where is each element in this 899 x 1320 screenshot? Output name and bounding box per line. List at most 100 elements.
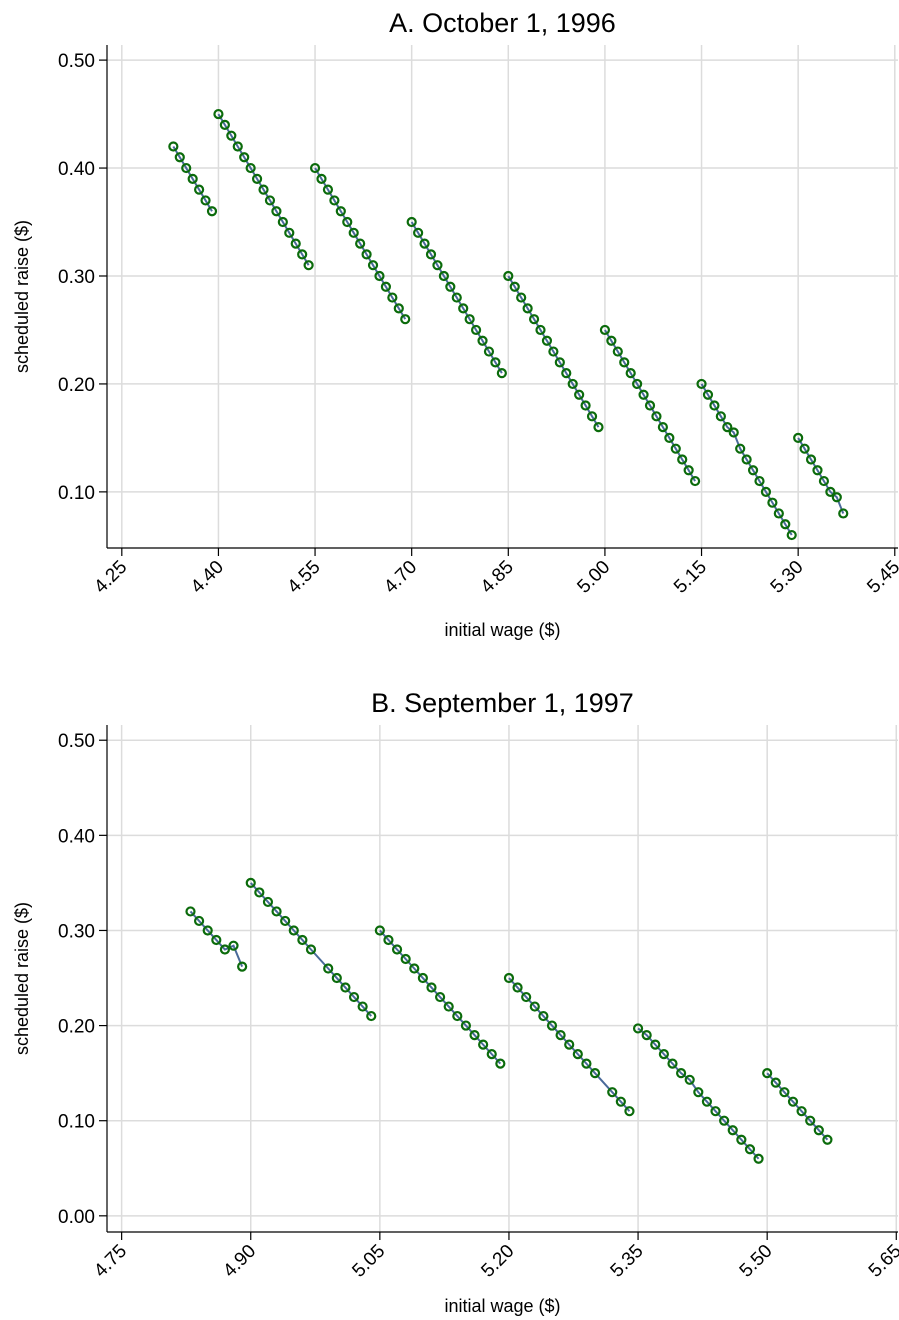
marker [615,1096,626,1107]
marker [478,1039,489,1050]
marker [486,1049,497,1060]
marker [357,1001,368,1012]
marker [619,357,630,368]
marker [193,915,205,927]
marker [793,432,804,444]
marker [380,281,392,292]
marker [185,906,196,917]
marker [409,963,420,974]
marker [348,991,360,1003]
marker [541,335,553,346]
x-tick-label: 4.25 [90,557,131,598]
marker [228,940,239,951]
marker [586,411,598,422]
marker [483,346,495,357]
marker [174,152,185,163]
y-tick-label: 0.50 [58,51,95,72]
marker [309,162,321,174]
marker [812,465,823,476]
line [410,221,503,374]
x-tick-label: 4.90 [219,1241,260,1282]
marker [367,260,379,271]
x-tick-label: 5.50 [736,1241,777,1282]
marker [305,944,317,955]
marker [675,1068,687,1079]
y-tick-label: 0.50 [58,731,95,752]
marker [400,953,411,965]
marker [799,443,810,454]
marker [503,972,515,984]
marker [727,1125,738,1136]
marker [719,1115,730,1126]
marker [280,915,291,927]
marker [213,108,224,120]
marker [689,475,701,487]
marker [219,944,231,955]
marker [387,292,398,303]
marker [670,443,681,454]
marker [722,422,733,433]
y-axis-label: scheduled raise ($) [12,220,32,373]
marker [187,173,198,184]
marker [641,1029,652,1041]
marker [741,454,752,465]
marker [625,368,636,379]
marker [335,206,346,217]
marker [512,982,523,993]
marker [443,1001,454,1012]
marker [650,1039,661,1050]
marker [206,206,218,217]
marker [838,508,849,519]
marker [813,1125,824,1136]
x-tick-label: 4.55 [284,557,325,598]
marker [297,249,308,260]
x-tick-label: 4.70 [380,557,421,598]
marker [432,260,443,271]
marker [470,324,482,336]
marker [561,368,572,379]
marker [303,260,314,271]
x-tick-label: 5.20 [477,1241,518,1282]
marker [831,492,842,503]
y-axis-label: scheduled raise ($) [12,902,32,1055]
marker [211,934,222,946]
marker [509,281,520,292]
marker [683,465,694,476]
marker [219,119,230,130]
marker [715,411,726,422]
marker [529,1001,540,1012]
marker [340,982,351,993]
line [797,437,845,514]
marker [469,1029,480,1041]
marker [612,346,623,357]
marker [702,389,714,400]
marker [701,1096,713,1107]
marker [574,389,585,400]
y-tick-label: 0.30 [58,921,95,942]
marker [297,934,308,946]
line [508,977,631,1112]
marker [271,906,282,917]
marker [202,925,213,936]
y-tick-label: 0.00 [58,1207,95,1228]
marker [567,378,578,390]
x-tick-label: 5.65 [865,1241,899,1282]
marker [503,270,514,282]
marker [754,475,765,487]
marker [606,335,617,346]
marker [226,130,237,141]
marker [580,400,591,411]
marker [329,195,340,206]
marker [490,357,501,368]
marker [400,314,411,325]
marker [458,303,469,314]
y-tick-label: 0.20 [58,1017,95,1038]
marker [284,227,295,238]
marker [316,173,327,184]
marker [331,972,342,984]
marker [548,346,559,357]
marker [762,1068,773,1079]
marker [664,432,675,444]
marker [747,465,759,476]
marker [535,324,546,336]
